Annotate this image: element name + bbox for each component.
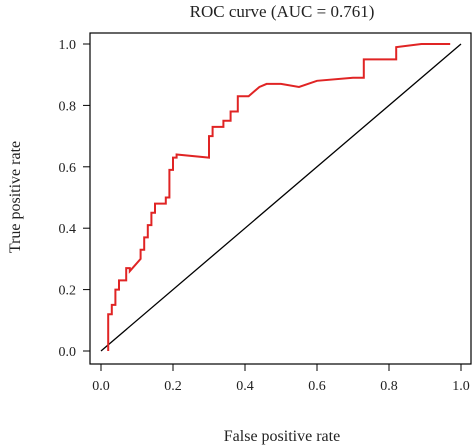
x-tick-label: 0.4 (236, 379, 254, 394)
diagonal-reference-line (100, 43, 462, 352)
x-ticks: 0.0 0.2 0.4 0.6 0.8 1.0 (92, 364, 470, 394)
x-axis-label: False positive rate (224, 428, 340, 445)
x-tick-label: 0.6 (308, 379, 326, 394)
y-ticks: 0.0 0.2 0.4 0.6 0.8 1.0 (59, 38, 90, 360)
y-tick-label: 0.2 (59, 284, 77, 299)
y-tick-label: 0.0 (59, 345, 77, 360)
y-tick-label: 1.0 (59, 38, 77, 53)
y-tick-label: 0.6 (59, 161, 77, 176)
y-axis-label: True positive rate (7, 141, 24, 253)
x-tick-label: 0.2 (164, 379, 182, 394)
roc-curve-line (107, 43, 451, 351)
y-tick-label: 0.8 (59, 99, 77, 114)
y-tick-label: 0.4 (59, 222, 77, 237)
x-tick-label: 0.8 (380, 379, 398, 394)
chart-title: ROC curve (AUC = 0.761) (190, 2, 375, 21)
x-tick-label: 0.0 (92, 379, 110, 394)
x-tick-label: 1.0 (452, 379, 470, 394)
